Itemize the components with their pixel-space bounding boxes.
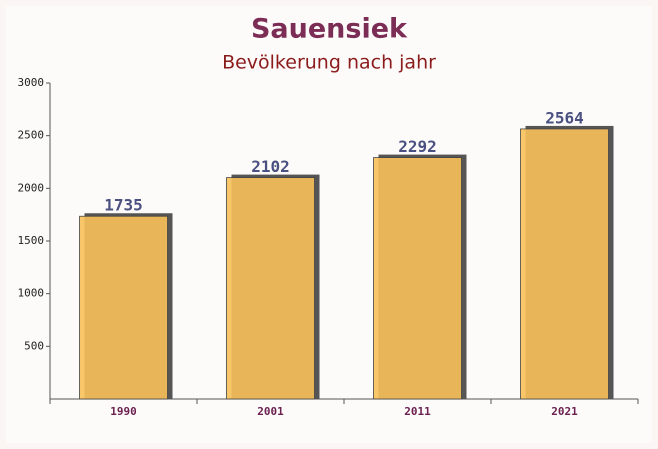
bar (520, 128, 609, 400)
bar (373, 157, 462, 400)
value-label: 1735 (104, 196, 143, 215)
y-tick-label: 2500 (18, 129, 45, 142)
y-tick-label: 3000 (18, 76, 45, 89)
x-tick-label: 1990 (110, 405, 137, 418)
bar (79, 215, 168, 400)
x-tick-label: 2021 (551, 405, 578, 418)
x-tick-label: 2001 (257, 405, 284, 418)
bar (226, 177, 315, 400)
y-tick-label: 2000 (18, 181, 45, 194)
value-label: 2292 (398, 137, 437, 156)
x-tick-label: 2011 (404, 405, 431, 418)
y-tick-label: 500 (24, 339, 44, 352)
y-tick-label: 1500 (18, 234, 45, 247)
y-tick-label: 1000 (18, 287, 45, 300)
chart-subtitle: Bevölkerung nach jahr (222, 52, 436, 74)
value-label: 2102 (251, 157, 290, 176)
value-label: 2564 (545, 108, 584, 127)
chart-title: Sauensiek (251, 14, 408, 45)
